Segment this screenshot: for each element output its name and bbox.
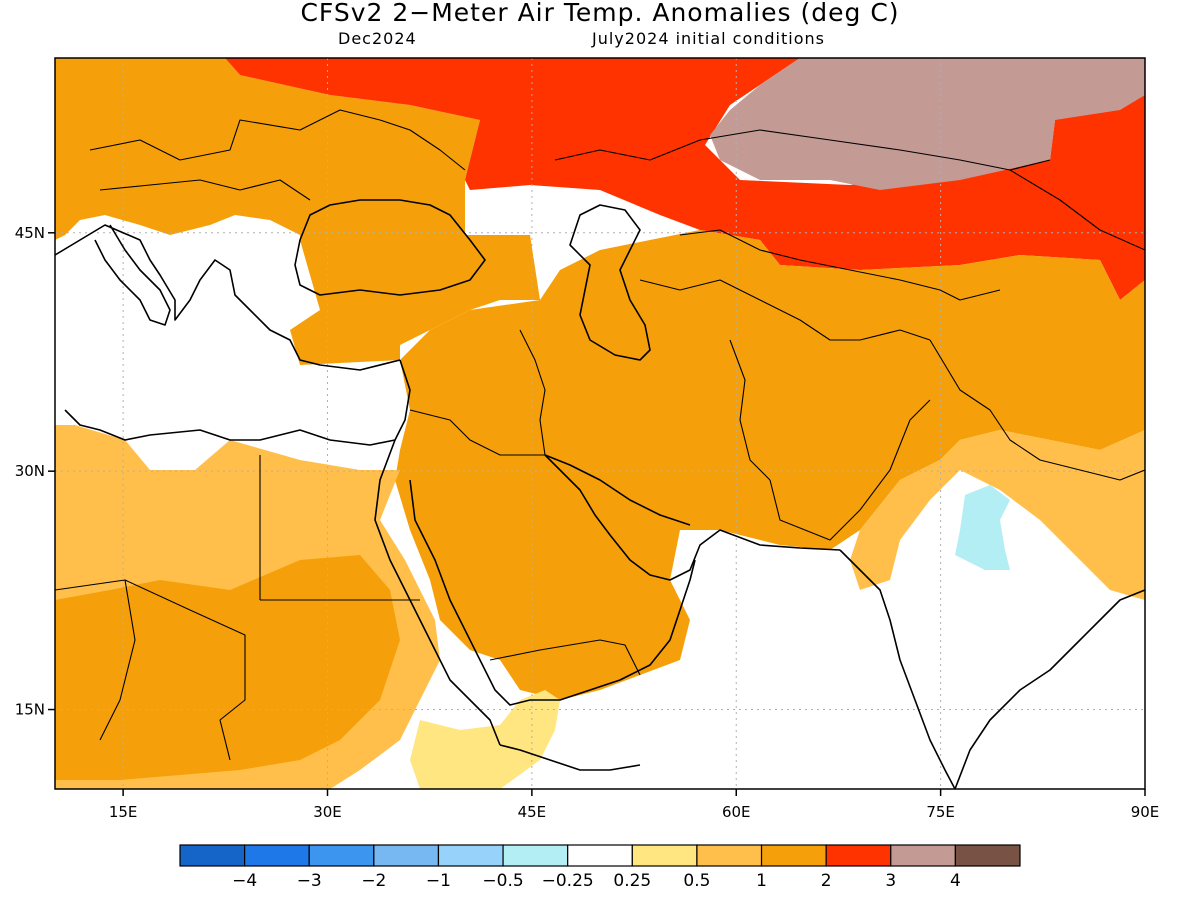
colorbar-swatch: [308, 844, 375, 867]
lon-tick-label: 30E: [313, 803, 342, 821]
region-horn-of-africa: [410, 690, 560, 789]
coast-india-west: [839, 549, 956, 789]
coastlines: [55, 199, 1145, 789]
colorbar-label: −2: [361, 871, 386, 891]
coast-north-med: [55, 224, 401, 371]
colorbar-label: −1: [426, 871, 451, 891]
border-chad-libya: [124, 579, 246, 761]
colorbar-swatch: [954, 844, 1021, 867]
border-mongolia: [1009, 169, 1145, 251]
colorbar-swatch: [631, 844, 698, 867]
map-area: [55, 58, 1145, 789]
colorbar-label: 3: [885, 871, 896, 891]
colorbar: −4 −3 −2 −1 −0.5 −0.25 0.25 0.5 1 2 3 4: [179, 844, 1021, 891]
coast-black-sea: [294, 199, 486, 296]
colorbar-swatch: [825, 844, 892, 867]
border-europe-east: [89, 109, 466, 171]
colorbar-label: 0.25: [613, 871, 651, 891]
lon-tick-label: 60E: [722, 803, 751, 821]
coast-iran-south: [544, 454, 691, 526]
lon-tick-label: 90E: [1131, 803, 1160, 821]
border-europe-central: [99, 179, 311, 201]
coast-caspian-sea: [569, 204, 651, 361]
colorbar-label: 1: [756, 871, 767, 891]
colorbar-swatch: [373, 844, 440, 867]
border-russia-kazakhstan: [554, 129, 1051, 171]
region-europe-balkans: [55, 58, 540, 365]
colorbar-label: −4: [232, 871, 257, 891]
chart-title: CFSv2 2−Meter Air Temp. Anomalies (deg C…: [300, 0, 900, 27]
colorbar-swatch: [437, 844, 504, 867]
region-india-north: [850, 430, 1145, 600]
border-kazakhstan-south: [679, 229, 1001, 301]
coast-horn-of-africa: [499, 744, 641, 771]
coast-italy: [94, 224, 171, 326]
coast-persian-gulf: [544, 454, 841, 581]
colorbar-swatch: [567, 844, 633, 867]
lon-tick-label: 75E: [926, 803, 955, 821]
political-borders: [55, 109, 1145, 761]
lat-tick-label: 30N: [15, 462, 45, 480]
colorbar-swatch: [760, 844, 827, 867]
region-central-africa: [55, 555, 400, 780]
border-iran-afghanistan: [729, 339, 771, 481]
colorbar-swatch: [890, 844, 956, 867]
graticule: [55, 58, 1145, 789]
lat-tick-label: 45N: [15, 224, 45, 242]
lon-tick-label: 15E: [109, 803, 138, 821]
region-india-cool: [955, 485, 1010, 570]
region-siberia: [710, 58, 1145, 190]
border-iran-iraq: [519, 329, 546, 456]
border-saudi-north: [409, 409, 545, 456]
colorbar-label: 0.5: [683, 871, 710, 891]
coast-arabia-west: [409, 479, 696, 706]
colorbar-label: −0.5: [482, 871, 523, 891]
forecast-month: Dec2024: [338, 29, 417, 48]
region-middle-east-central-asia: [395, 230, 1145, 700]
colorbar-label: 4: [950, 871, 961, 891]
coast-red-sea-west: [374, 439, 501, 746]
anomaly-fields: [55, 58, 1145, 789]
colorbar-swatch: [179, 844, 246, 867]
axis-ticks: 15E 30E 45E 60E 75E 90E 45N 30N 15N: [15, 224, 1160, 821]
colorbar-swatch: [244, 844, 310, 867]
colorbar-label: −3: [297, 871, 322, 891]
colorbar-swatch: [696, 844, 763, 867]
lon-tick-label: 45E: [518, 803, 547, 821]
lat-tick-label: 15N: [15, 701, 45, 719]
border-pakistan-india: [769, 399, 931, 541]
colorbar-label: −0.25: [542, 871, 594, 891]
border-niger: [55, 579, 136, 741]
colorbar-label: 2: [821, 871, 832, 891]
border-central-asia: [639, 279, 931, 341]
region-south-russia-kazakhstan: [225, 58, 1145, 300]
coast-india-east: [954, 589, 1145, 789]
border-saudi-yemen: [489, 639, 641, 676]
coast-levant-egypt: [64, 359, 411, 446]
colorbar-swatch: [502, 844, 569, 867]
border-china-west: [929, 339, 1145, 481]
initial-conditions: July2024 initial conditions: [592, 29, 825, 48]
map-frame: [54, 57, 1146, 790]
